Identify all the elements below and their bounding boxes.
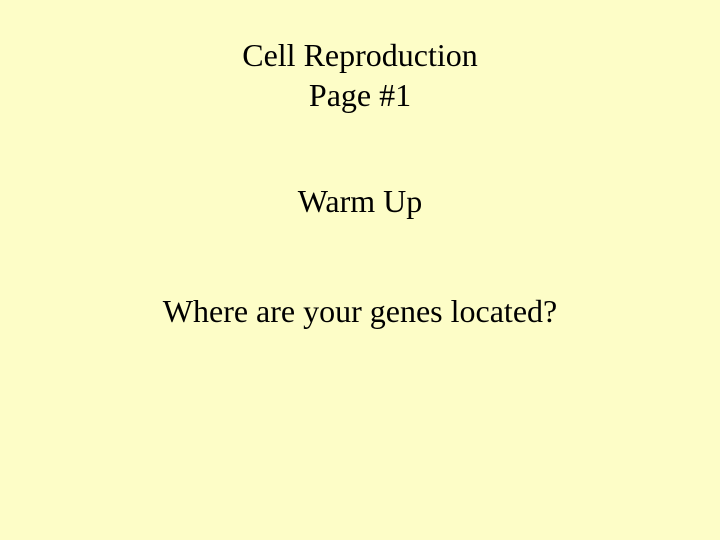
slide-title-line2: Page #1 — [0, 75, 720, 115]
slide-title-block: Cell Reproduction Page #1 — [0, 35, 720, 115]
slide-title-line1: Cell Reproduction — [0, 35, 720, 75]
slide-question: Where are your genes located? — [0, 293, 720, 330]
presentation-slide: Cell Reproduction Page #1 Warm Up Where … — [0, 0, 720, 540]
slide-subtitle: Warm Up — [0, 183, 720, 220]
